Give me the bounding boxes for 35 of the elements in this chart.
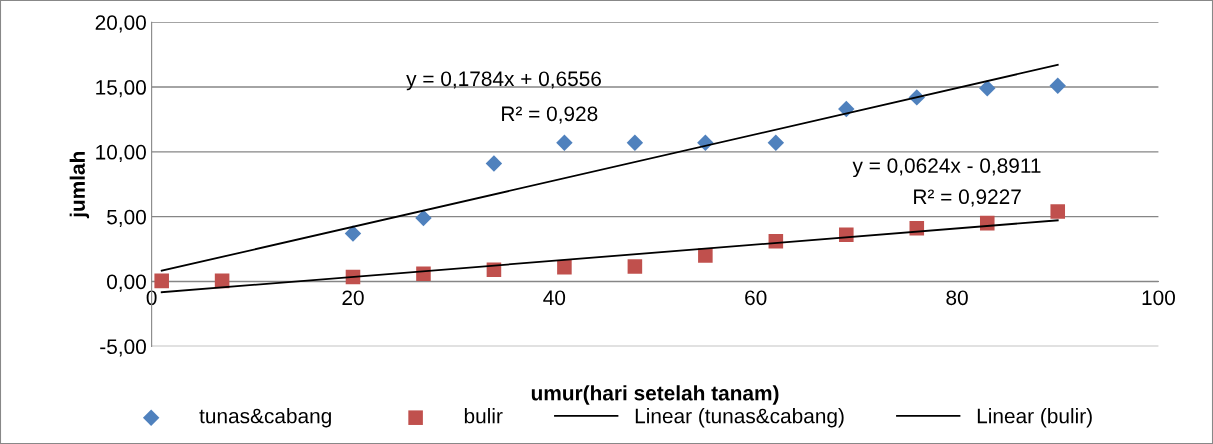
- annotation: R² = 0,9227: [914, 189, 1021, 207]
- point: [485, 155, 503, 172]
- point: [1049, 77, 1066, 94]
- point: [154, 273, 169, 289]
- annotation: R² = 0,928: [502, 106, 598, 124]
- y-tick-label: 20,00: [95, 15, 146, 33]
- y-tick-label: 5,00: [107, 209, 146, 227]
- point: [1050, 204, 1066, 219]
- legend-label: Linear (tunas&cabang): [635, 408, 844, 428]
- x-tick-label: 40: [543, 290, 566, 306]
- point: [698, 248, 713, 263]
- annotation: y = 0,0624x - 0,8911: [852, 158, 1041, 178]
- x-tick-label: 0: [146, 290, 157, 306]
- point: [626, 134, 644, 151]
- y-tick-label: 10,00: [96, 144, 146, 163]
- point: [767, 134, 785, 151]
- legend-label: tunas&cabang: [199, 408, 331, 428]
- point: [415, 209, 432, 227]
- x-tick-label: 80: [946, 290, 968, 306]
- x-tick-label: 100: [1142, 290, 1175, 306]
- y-tick-label: 15,00: [96, 80, 146, 98]
- x-tick-label: 60: [745, 290, 767, 306]
- annotation: y = 0,1784x + 0,6556: [406, 71, 601, 91]
- y-tick-label: 0,00: [107, 274, 146, 292]
- y-tick-label: -5,00: [100, 339, 146, 357]
- point: [556, 134, 573, 151]
- legend-label: Linear (bulir): [977, 408, 1092, 428]
- point: [557, 259, 572, 275]
- y-axis-title: jumlah: [69, 151, 90, 219]
- point: [344, 225, 362, 242]
- x-tick-label: 20: [342, 290, 364, 306]
- legend-label: bulir: [464, 408, 503, 424]
- point: [979, 80, 996, 97]
- point: [627, 259, 643, 274]
- x-axis-title: umur(hari setelah tanam): [531, 385, 779, 405]
